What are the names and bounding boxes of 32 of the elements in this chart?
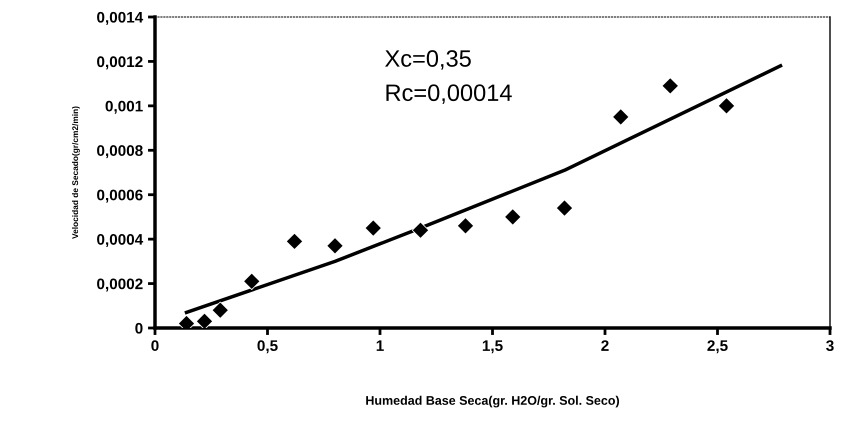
annotation: Xc=0,35 [385,50,471,70]
y-tick-label: 0,001 [106,100,143,114]
y-tick-label: 0,0012 [97,56,143,70]
y-tick-label: 0,0002 [97,278,143,292]
point [412,222,430,239]
y-tick-label: 0 [135,322,143,334]
point [326,237,344,254]
x-tick-label: 2 [601,340,609,351]
x-tick-label: 1,5 [482,340,503,354]
point [212,302,229,319]
y-tick-label: 0,0006 [97,190,143,203]
point [556,199,574,217]
x-axis-title: Humedad Base Seca(gr. H2O/gr. Sol. Seco) [366,396,620,408]
y-axis-title: Velocidad de Secado(gr/cm2/min) [72,106,80,239]
point [456,217,474,234]
annotation: Rc=0,00014 [386,84,512,104]
point [612,108,630,126]
point [504,208,522,226]
point [718,97,736,114]
point [243,272,260,290]
x-tick-label: 0,5 [257,340,278,354]
point [364,219,382,237]
y-tick-label: 0,0014 [97,12,144,25]
point [662,77,679,94]
x-tick-label: 1 [376,340,384,351]
y-tick-label: 0,0008 [97,145,143,158]
point [286,232,304,250]
y-tick-label: 0,0004 [97,234,144,248]
x-tick-label: 0 [151,340,159,352]
point [196,312,214,328]
x-tick-label: 3 [826,340,834,352]
x-tick-label: 2,5 [707,340,728,354]
